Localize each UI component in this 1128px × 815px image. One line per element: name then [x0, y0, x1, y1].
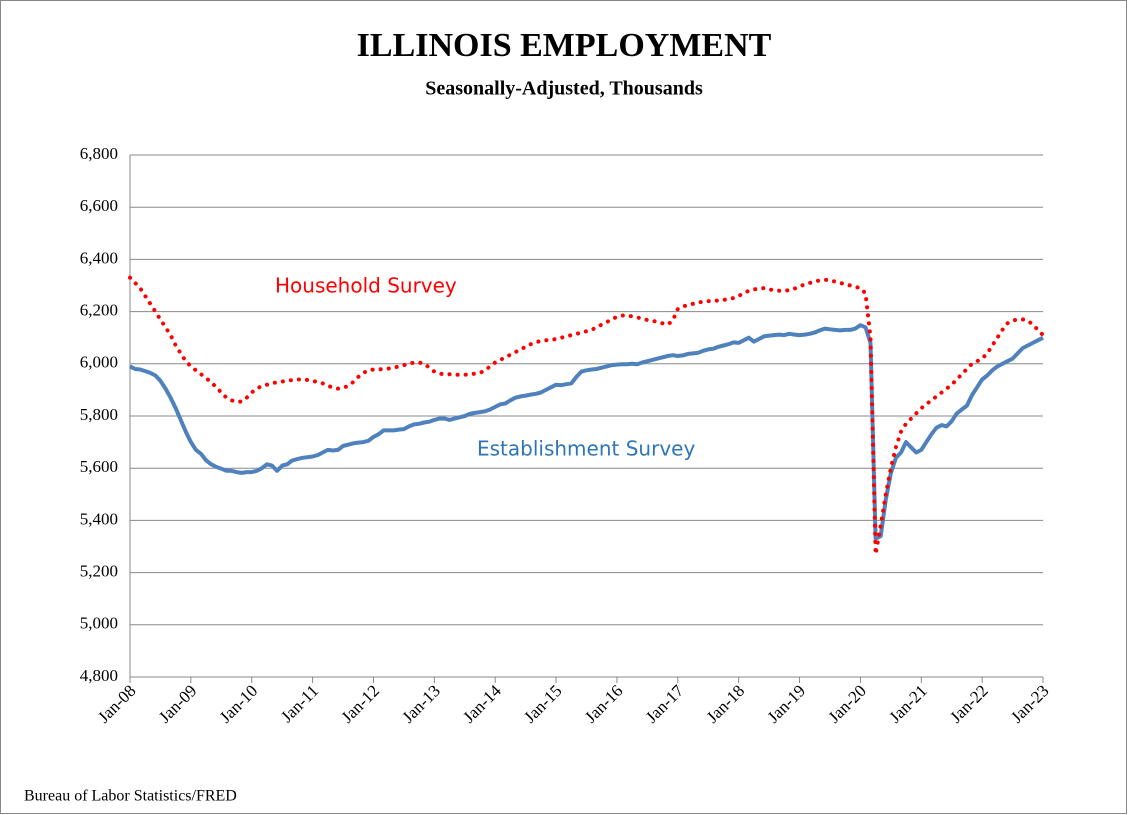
y-tick-label: 6,600: [80, 196, 118, 215]
annotation: Establishment Survey: [477, 437, 695, 461]
series-line: [128, 275, 1045, 557]
annotation: Household Survey: [275, 274, 457, 298]
y-tick-label: 5,600: [80, 457, 118, 476]
y-tick-label: 4,800: [80, 666, 118, 685]
y-tick-label: 6,000: [80, 353, 118, 372]
y-tick-label: 6,400: [80, 248, 118, 267]
chart-subtitle: Seasonally-Adjusted, Thousands: [425, 78, 703, 100]
y-tick-label: 5,800: [80, 405, 118, 424]
y-tick-label: 5,000: [80, 614, 118, 633]
y-tick-label: 5,200: [80, 562, 118, 581]
y-tick-label: 6,800: [80, 144, 118, 163]
y-tick-label: 5,400: [80, 509, 118, 528]
series-line: [129, 323, 1044, 541]
y-tick-label: 6,200: [80, 301, 118, 320]
chart-title: ILLINOIS EMPLOYMENT: [357, 27, 772, 64]
source: Bureau of Labor Statistics/FRED: [24, 788, 237, 805]
